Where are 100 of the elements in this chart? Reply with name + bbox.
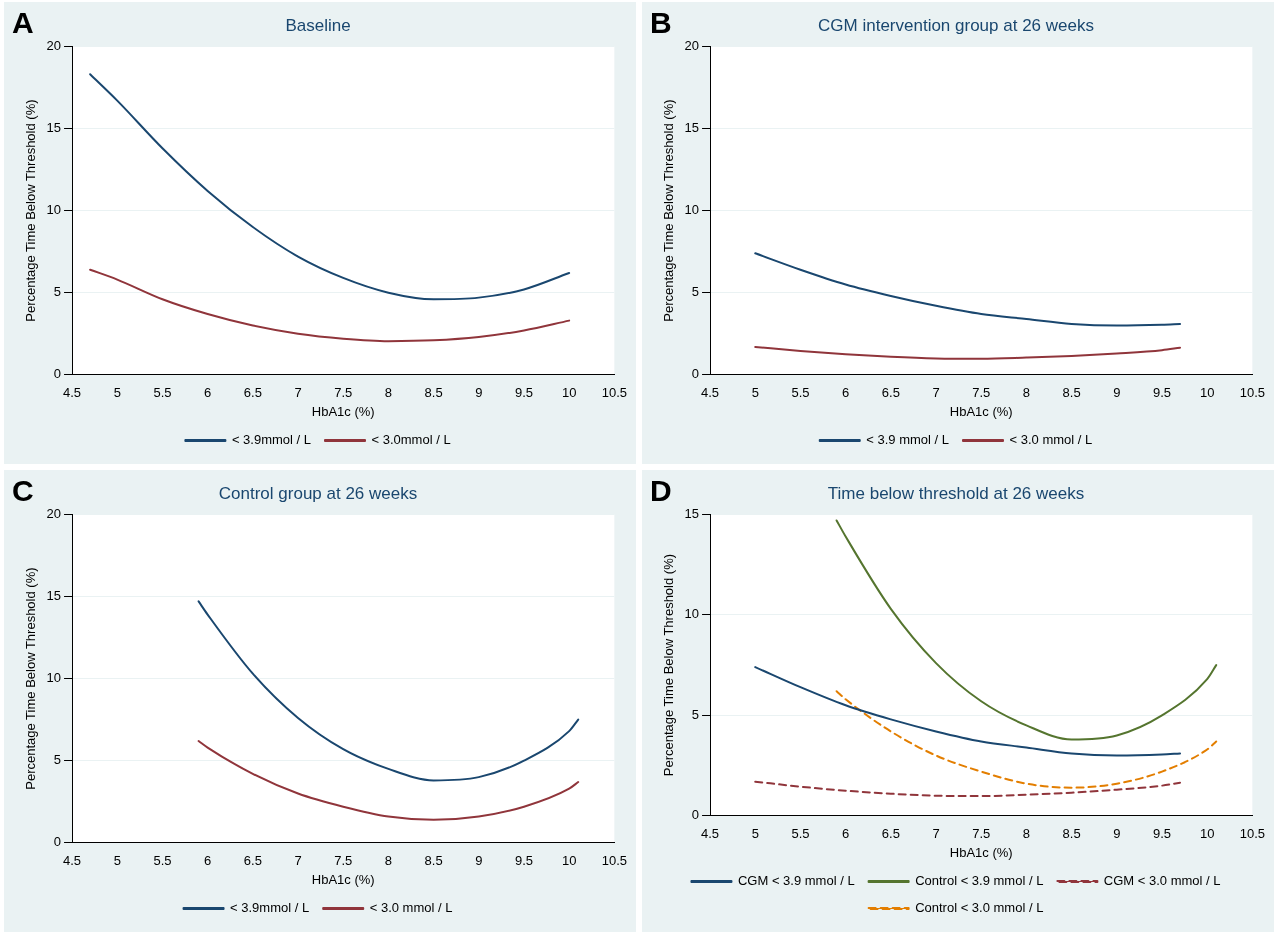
x-tick-label: 5 bbox=[751, 826, 759, 842]
legend-label: Control < 3.9 mmol / L bbox=[915, 873, 1044, 889]
x-tick-label: 6.5 bbox=[881, 385, 900, 401]
x-axis-title: HbA1c (%) bbox=[949, 844, 1013, 860]
x-tick-label: 5 bbox=[751, 385, 759, 401]
x-axis-title: HbA1c (%) bbox=[311, 403, 375, 419]
x-tick-label: 10.5 bbox=[1239, 385, 1266, 401]
text: D bbox=[650, 474, 672, 508]
chart-title: Control group at 26 weeks bbox=[218, 483, 418, 503]
y-axis-title: Percentage Time Below Threshold (%) bbox=[661, 553, 677, 777]
y-tick-label: 0 bbox=[53, 834, 62, 850]
x-tick-label: 8 bbox=[1022, 826, 1031, 842]
x-tick-label: 10.5 bbox=[1239, 826, 1266, 842]
x-tick-label: 5.5 bbox=[153, 853, 172, 869]
x-tick-label: 10 bbox=[1199, 826, 1215, 842]
x-tick-label: 8.5 bbox=[1062, 385, 1081, 401]
x-tick-label: 6.5 bbox=[243, 853, 262, 869]
line-series bbox=[197, 600, 580, 782]
x-tick-label: 7 bbox=[932, 385, 940, 401]
x-tick-label: 7 bbox=[294, 853, 302, 869]
line-series bbox=[89, 268, 571, 343]
line-series bbox=[89, 73, 571, 301]
legend-label: Control < 3.0 mmol / L bbox=[915, 900, 1044, 916]
text: C bbox=[12, 474, 34, 508]
y-tick-label: 0 bbox=[691, 366, 700, 382]
line-series bbox=[754, 666, 1182, 757]
legend-label: < 3.0 mmol / L bbox=[1009, 432, 1093, 448]
x-tick-label: 6.5 bbox=[243, 385, 262, 401]
x-tick-label: 8.5 bbox=[424, 853, 443, 869]
x-tick-label: 6 bbox=[842, 385, 850, 401]
y-tick-label: 5 bbox=[691, 284, 700, 300]
x-tick-label: 9.5 bbox=[514, 385, 534, 401]
y-tick-label: 20 bbox=[46, 505, 62, 521]
x-tick-label: 5 bbox=[113, 853, 121, 869]
x-tick-label: 7.5 bbox=[972, 385, 991, 401]
y-tick-label: 20 bbox=[46, 37, 62, 53]
line-series bbox=[754, 252, 1182, 327]
x-tick-label: 8 bbox=[1022, 385, 1031, 401]
legend-label: CGM < 3.0 mmol / L bbox=[1103, 873, 1221, 889]
legend-label: < 3.9mmol / L bbox=[231, 432, 312, 448]
y-axis-title: Percentage Time Below Threshold (%) bbox=[23, 567, 39, 790]
x-tick-label: 5.5 bbox=[153, 385, 172, 401]
x-tick-label: 5.5 bbox=[791, 385, 810, 401]
y-tick-label: 15 bbox=[46, 588, 62, 604]
x-tick-label: 4.5 bbox=[701, 826, 720, 842]
y-tick-label: 20 bbox=[684, 37, 700, 53]
chart-title: Time below threshold at 26 weeks bbox=[827, 483, 1085, 503]
x-tick-label: 10.5 bbox=[601, 853, 628, 869]
x-tick-label: 10 bbox=[561, 853, 577, 869]
chart-title: CGM intervention group at 26 weeks bbox=[818, 15, 1094, 35]
chart-title: Baseline bbox=[285, 15, 351, 35]
x-axis-title: HbA1c (%) bbox=[949, 403, 1013, 419]
x-tick-label: 5 bbox=[113, 385, 121, 401]
x-tick-label: 8.5 bbox=[1062, 826, 1081, 842]
x-axis-title: HbA1c (%) bbox=[311, 871, 375, 887]
legend-label: < 3.0mmol / L bbox=[371, 432, 451, 448]
y-tick-label: 15 bbox=[684, 505, 700, 521]
y-tick-label: 10 bbox=[684, 202, 700, 218]
x-tick-label: 7.5 bbox=[972, 826, 991, 842]
line-series bbox=[835, 690, 1218, 789]
y-tick-label: 15 bbox=[684, 120, 700, 136]
x-tick-label: 6 bbox=[204, 853, 212, 869]
x-tick-label: 4.5 bbox=[63, 853, 82, 869]
x-tick-label: 5.5 bbox=[791, 826, 810, 842]
y-axis-title: Percentage Time Below Threshold (%) bbox=[23, 99, 39, 322]
x-tick-label: 7.5 bbox=[334, 385, 353, 401]
y-tick-label: 5 bbox=[691, 706, 700, 722]
text: B bbox=[650, 6, 672, 40]
x-tick-label: 6.5 bbox=[881, 826, 900, 842]
x-tick-label: 9 bbox=[1113, 826, 1121, 842]
y-tick-label: 0 bbox=[691, 807, 700, 823]
x-tick-label: 10 bbox=[561, 385, 577, 401]
text: A bbox=[12, 6, 34, 40]
x-tick-label: 7.5 bbox=[334, 853, 353, 869]
y-tick-label: 5 bbox=[53, 752, 62, 768]
x-tick-label: 8.5 bbox=[424, 385, 443, 401]
x-tick-label: 9 bbox=[475, 385, 483, 401]
x-tick-label: 10 bbox=[1199, 385, 1215, 401]
x-tick-label: 9.5 bbox=[1152, 826, 1172, 842]
x-tick-label: 9.5 bbox=[514, 853, 534, 869]
x-tick-label: 7 bbox=[294, 385, 302, 401]
y-tick-label: 5 bbox=[53, 284, 62, 300]
x-tick-label: 7 bbox=[932, 826, 940, 842]
x-tick-label: 8 bbox=[384, 385, 393, 401]
line-series bbox=[835, 519, 1218, 741]
y-tick-label: 10 bbox=[46, 202, 62, 218]
legend-label: < 3.9mmol / L bbox=[230, 900, 310, 916]
y-tick-label: 15 bbox=[46, 120, 62, 136]
legend-label: CGM < 3.9 mmol / L bbox=[737, 873, 855, 889]
legend-label: < 3.0 mmol / L bbox=[369, 900, 453, 916]
line-series bbox=[754, 345, 1182, 360]
x-tick-label: 6 bbox=[842, 826, 850, 842]
y-tick-label: 0 bbox=[53, 366, 62, 382]
legend-label: < 3.9 mmol / L bbox=[866, 432, 950, 448]
y-axis-title: Percentage Time Below Threshold (%) bbox=[661, 99, 677, 322]
line-series bbox=[197, 740, 580, 821]
x-tick-label: 8 bbox=[384, 853, 393, 869]
x-tick-label: 6 bbox=[204, 385, 212, 401]
x-tick-label: 9.5 bbox=[1152, 385, 1172, 401]
y-tick-label: 10 bbox=[46, 670, 62, 686]
